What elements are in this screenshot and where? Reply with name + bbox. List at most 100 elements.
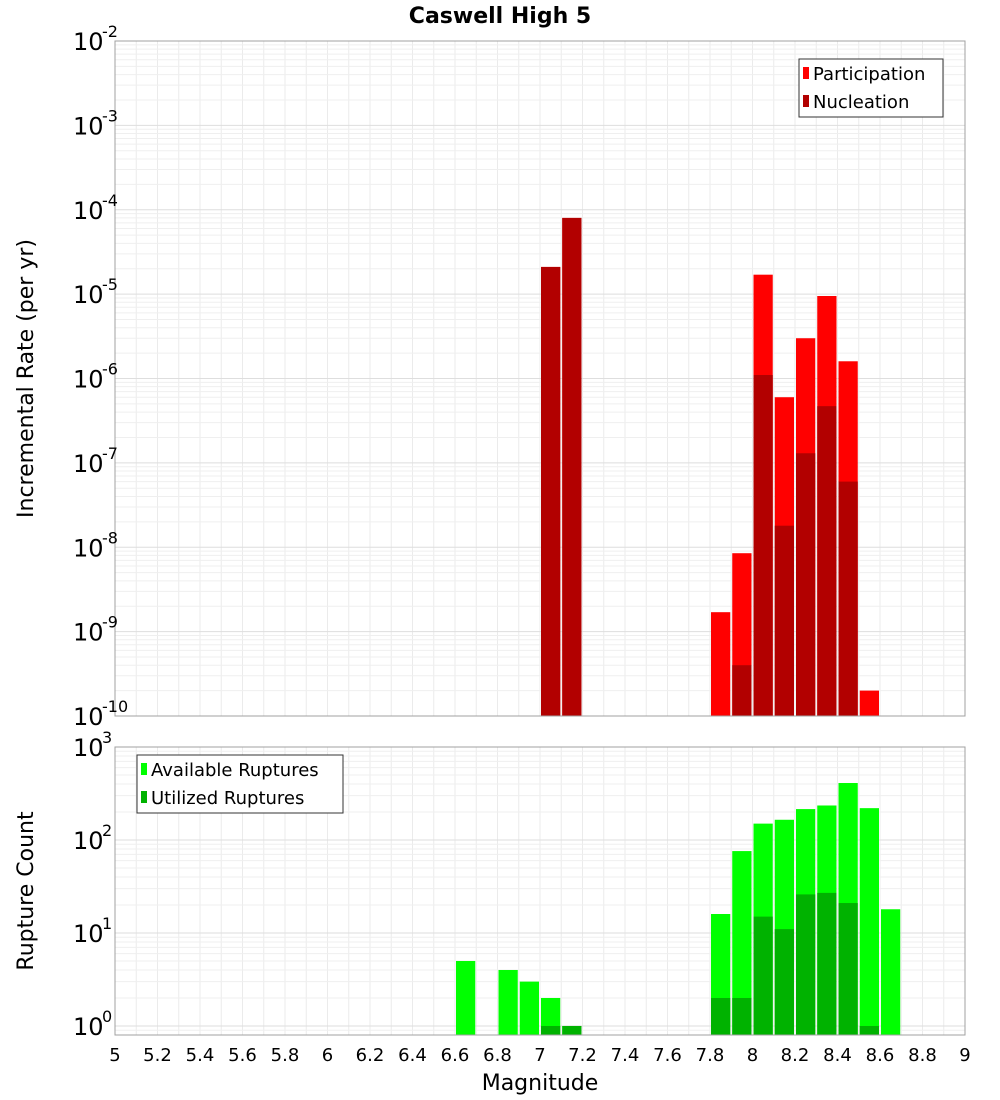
x-tick-label: 5 [109,1045,120,1066]
count-legend: Available Ruptures Utilized Ruptures [136,754,344,814]
y-tick-label: 10 [73,112,104,140]
legend-entry: Participation [813,64,925,85]
participation-bar [859,690,879,716]
nucleation-bar [838,481,858,716]
utilized-ruptures-bar [753,916,773,1035]
legend-entry: Utilized Ruptures [151,788,304,809]
x-tick-label: 6 [322,1045,333,1066]
nucleation-bar [817,406,837,716]
y-tick-label: 10 [73,920,104,948]
chart-title: Caswell High 5 [409,4,591,29]
legend-entry: Available Ruptures [151,760,319,781]
y-tick-exponent: -2 [102,22,118,41]
y-tick-label: 10 [73,450,104,478]
x-tick-label: 8.6 [866,1045,895,1066]
available-ruptures-bar [456,960,476,1035]
utilized-ruptures-bar [774,929,794,1035]
y-tick-label: 10 [73,827,104,855]
y-tick-label: 10 [73,534,104,562]
x-tick-label: 5.4 [186,1045,215,1066]
y-tick-exponent: -9 [102,613,118,632]
y-tick-exponent: -6 [102,360,118,379]
x-tick-label: 6.4 [398,1045,427,1066]
x-tick-label: 5.6 [228,1045,257,1066]
y-tick-label: 10 [73,619,104,647]
y-tick-exponent: 1 [102,914,112,933]
x-tick-label: 5.8 [271,1045,300,1066]
utilized-ruptures-bar [732,997,752,1035]
y-tick-exponent: 3 [102,728,112,747]
available-ruptures-bar [541,997,561,1035]
x-tick-label: 6.6 [441,1045,470,1066]
utilized-ruptures-bar [541,1025,561,1035]
legend-swatch [141,791,147,803]
y-tick-exponent: -3 [102,106,118,125]
y-tick-exponent: -7 [102,444,118,463]
legend-entry: Nucleation [813,92,909,113]
x-tick-label: 7.8 [696,1045,725,1066]
y-tick-label: 10 [73,197,104,225]
x-tick-label: 7.2 [568,1045,597,1066]
x-tick-label: 7.4 [611,1045,640,1066]
utilized-ruptures-bar [838,903,858,1035]
x-tick-label: 7 [534,1045,545,1066]
x-tick-label: 7.6 [653,1045,682,1066]
y-tick-exponent: -4 [102,191,118,210]
legend-swatch [803,95,809,107]
utilized-ruptures-bar [562,1025,582,1035]
y-tick-exponent: 2 [102,821,112,840]
utilized-ruptures-bar [817,892,837,1035]
available-ruptures-bar [881,909,901,1035]
magnitude-x-axis-label: Magnitude [482,1071,599,1096]
legend-box [798,58,944,118]
available-ruptures-bar [859,808,879,1035]
utilized-ruptures-bar [859,1025,879,1035]
y-tick-label: 10 [73,28,104,56]
y-tick-exponent: -8 [102,528,118,547]
nucleation-bar [562,217,582,716]
participation-bar [711,612,731,716]
y-tick-label: 10 [73,366,104,394]
available-ruptures-bar [498,969,518,1035]
nucleation-bar [753,375,773,716]
nucleation-bar [774,525,794,716]
x-tick-label: 8 [747,1045,758,1066]
y-tick-label: 10 [73,281,104,309]
y-tick-label: 10 [73,734,104,762]
y-tick-exponent: -5 [102,275,118,294]
count-bars [456,783,901,1035]
y-tick-label: 10 [73,1013,104,1041]
rate-gridlines [114,41,966,717]
rate-legend: Participation Nucleation [798,58,944,118]
utilized-ruptures-bar [796,894,816,1035]
x-tick-label: 8.8 [908,1045,937,1066]
legend-swatch [141,763,147,775]
y-tick-label: 10 [73,703,104,731]
legend-swatch [803,67,809,79]
x-tick-label: 5.2 [143,1045,172,1066]
x-tick-label: 8.2 [781,1045,810,1066]
x-tick-label: 9 [959,1045,970,1066]
nucleation-bar [732,665,752,716]
x-tick-label: 6.8 [483,1045,512,1066]
nucleation-bar [541,266,561,716]
x-tick-label: 6.2 [356,1045,385,1066]
x-tick-label: 8.4 [823,1045,852,1066]
rate-plot-frame [114,40,966,717]
rate-y-axis-label: Incremental Rate (per yr) [14,239,39,518]
magnitude-x-ticks: 5 5.2 5.4 5.6 5.8 6 6.2 6.4 6.6 6.8 7 7.2 7.4 7.6 7.8 8… [109,1045,970,1066]
available-ruptures-bar [732,851,752,1035]
rate-bars [541,217,879,716]
count-plot-frame [114,746,966,1036]
available-ruptures-bar [519,981,539,1035]
utilized-ruptures-bar [711,997,731,1035]
y-tick-exponent: 0 [102,1007,112,1026]
count-y-axis-label: Rupture Count [14,811,39,971]
y-tick-exponent: -10 [102,697,128,716]
legend-box [136,754,344,814]
